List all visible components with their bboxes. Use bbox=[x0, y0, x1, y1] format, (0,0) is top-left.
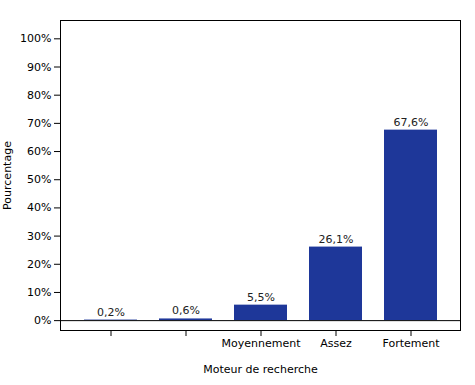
svg-text:26,1%: 26,1% bbox=[319, 233, 354, 246]
svg-text:80%: 80% bbox=[27, 89, 51, 102]
svg-text:5,5%: 5,5% bbox=[247, 291, 275, 304]
svg-text:40%: 40% bbox=[27, 201, 51, 214]
svg-text:0,2%: 0,2% bbox=[97, 306, 125, 319]
svg-text:Pourcentage: Pourcentage bbox=[1, 141, 14, 210]
svg-text:90%: 90% bbox=[27, 61, 51, 74]
svg-text:30%: 30% bbox=[27, 230, 51, 243]
svg-text:70%: 70% bbox=[27, 117, 51, 130]
svg-text:50%: 50% bbox=[27, 173, 51, 186]
svg-text:Moteur de recherche: Moteur de recherche bbox=[203, 363, 318, 376]
svg-text:Assez: Assez bbox=[320, 337, 352, 350]
svg-text:0,6%: 0,6% bbox=[172, 304, 200, 317]
svg-text:0%: 0% bbox=[34, 314, 51, 327]
svg-text:100%: 100% bbox=[20, 32, 51, 45]
svg-text:Moyennement: Moyennement bbox=[222, 337, 302, 350]
svg-text:10%: 10% bbox=[27, 286, 51, 299]
svg-text:Fortement: Fortement bbox=[382, 337, 440, 350]
svg-text:20%: 20% bbox=[27, 258, 51, 271]
svg-text:60%: 60% bbox=[27, 145, 51, 158]
svg-text:67,6%: 67,6% bbox=[394, 116, 429, 129]
